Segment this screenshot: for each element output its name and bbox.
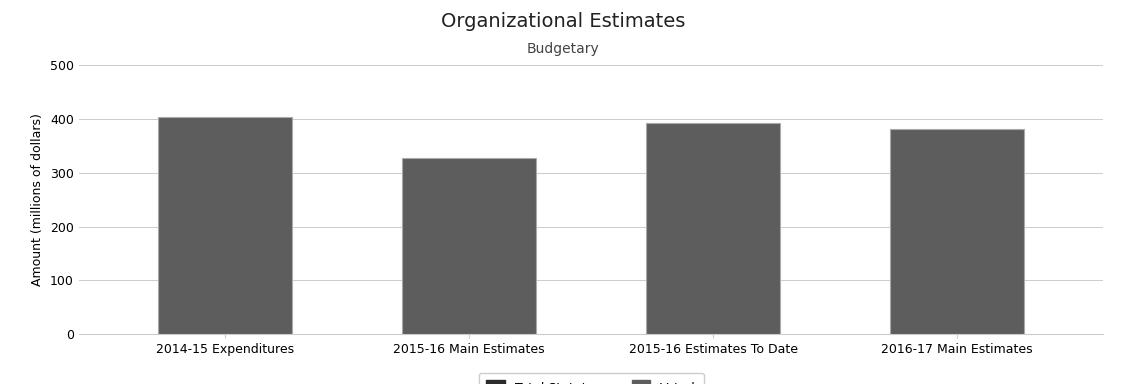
Legend: Total Statutory, Voted: Total Statutory, Voted: [479, 373, 704, 384]
Text: Budgetary: Budgetary: [527, 42, 599, 56]
Y-axis label: Amount (millions of dollars): Amount (millions of dollars): [32, 113, 44, 286]
Bar: [158, 118, 293, 334]
Bar: [890, 129, 1025, 334]
Bar: [402, 158, 536, 334]
Text: Organizational Estimates: Organizational Estimates: [440, 12, 686, 30]
Bar: [646, 123, 780, 334]
